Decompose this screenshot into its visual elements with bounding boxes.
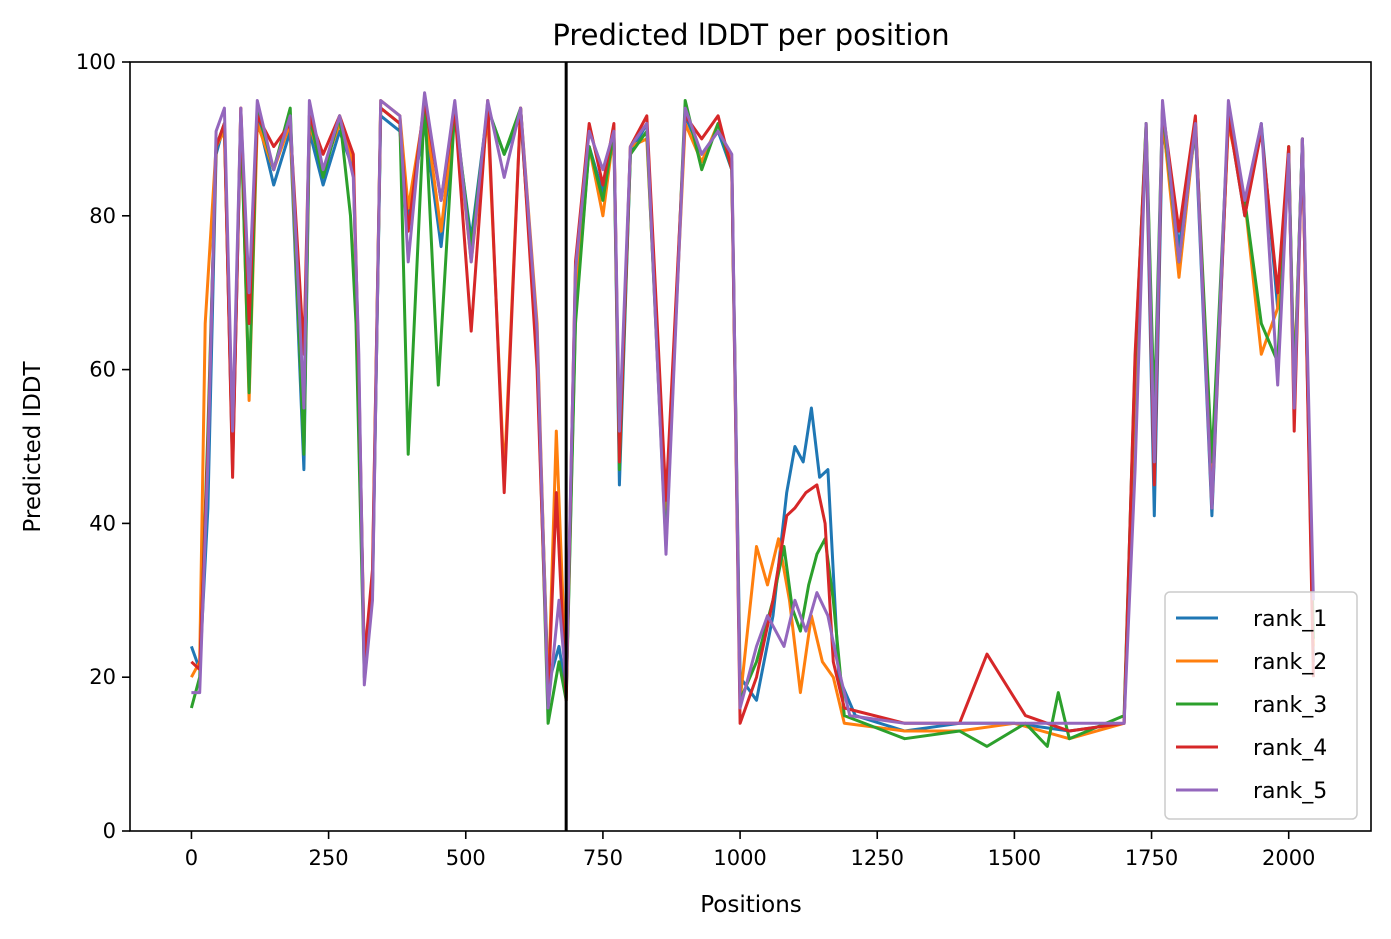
y-axis-label: Predicted lDDT	[20, 360, 46, 532]
series-layer	[189, 91, 1315, 748]
y-tick-label: 40	[89, 511, 116, 535]
y-tick-label: 80	[89, 204, 116, 228]
x-tick-label: 250	[309, 846, 349, 870]
legend-label-rank_3: rank_3	[1253, 693, 1327, 718]
x-tick-label: 750	[583, 846, 623, 870]
axis-ticks: 0 250 500 750 1000 1250 1500 1750 2000 0 20 40 60 80 1…	[76, 50, 1316, 870]
x-tick-label: 0	[185, 846, 198, 870]
series-line-rank_5	[191, 91, 1315, 725]
y-tick-label: 100	[76, 50, 116, 74]
legend-label-rank_5: rank_5	[1253, 779, 1327, 804]
x-tick-label: 1500	[988, 846, 1041, 870]
x-tick-label: 1250	[851, 846, 904, 870]
y-tick-label: 20	[89, 665, 116, 689]
x-tick-label: 500	[446, 846, 486, 870]
legend-label-rank_2: rank_2	[1253, 650, 1327, 675]
chart-title: Predicted lDDT per position	[552, 18, 949, 52]
plot-frame	[129, 61, 1372, 832]
legend-label-rank_1: rank_1	[1253, 607, 1327, 632]
x-tick-label: 2000	[1262, 846, 1315, 870]
x-axis-label: Positions	[700, 892, 802, 918]
legend-label-rank_4: rank_4	[1253, 736, 1327, 761]
x-tick-label: 1750	[1125, 846, 1178, 870]
legend: rank_1 rank_2 rank_3 rank_4 rank_5	[1164, 591, 1358, 820]
y-tick-label: 0	[103, 819, 116, 843]
legend-box	[1164, 591, 1358, 820]
x-tick-label: 1000	[713, 846, 766, 870]
y-tick-label: 60	[89, 358, 116, 382]
